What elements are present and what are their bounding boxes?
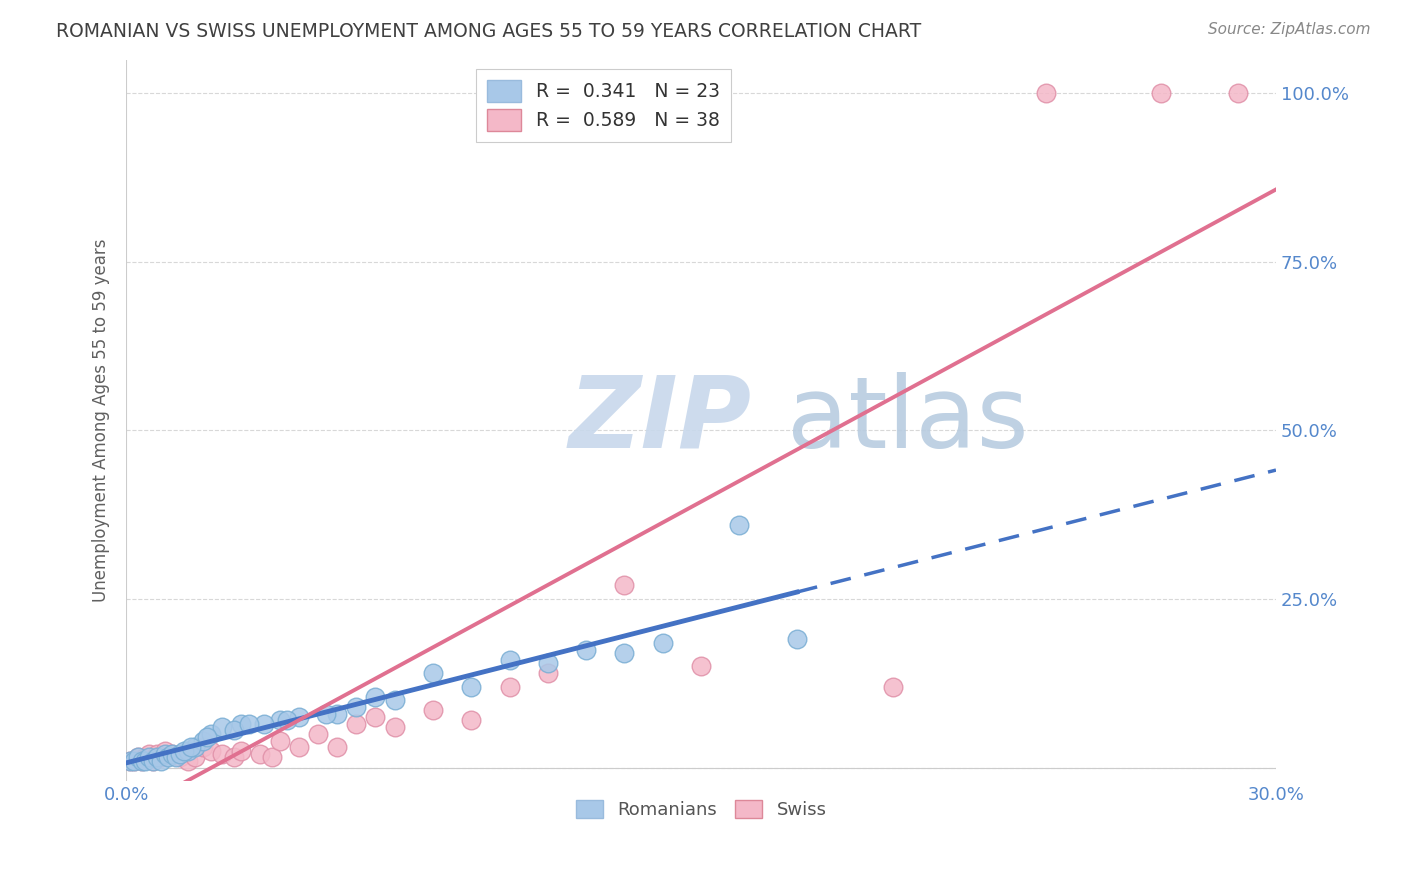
Point: [176, 744, 198, 758]
Point: [162, 747, 184, 761]
Point: [149, 750, 172, 764]
Point: [231, 744, 253, 758]
Point: [149, 754, 172, 768]
Point: [131, 754, 153, 768]
Point: [498, 680, 520, 694]
Point: [211, 747, 233, 761]
Legend: Romanians, Swiss: Romanians, Swiss: [568, 792, 834, 826]
Point: [326, 740, 349, 755]
Point: [184, 750, 207, 764]
Text: ZIP: ZIP: [569, 372, 752, 469]
Point: [537, 656, 560, 670]
Point: [120, 754, 142, 768]
Point: [249, 747, 271, 761]
Point: [127, 750, 149, 764]
Point: [122, 754, 145, 768]
Point: [344, 699, 367, 714]
Point: [169, 750, 191, 764]
Point: [162, 747, 184, 761]
Point: [165, 750, 187, 764]
Point: [131, 754, 153, 768]
Point: [191, 733, 214, 747]
Point: [153, 744, 176, 758]
Point: [176, 754, 198, 768]
Text: ROMANIAN VS SWISS UNEMPLOYMENT AMONG AGES 55 TO 59 YEARS CORRELATION CHART: ROMANIAN VS SWISS UNEMPLOYMENT AMONG AGE…: [56, 22, 921, 41]
Point: [134, 750, 156, 764]
Point: [269, 733, 291, 747]
Point: [786, 632, 808, 647]
Point: [575, 642, 598, 657]
Point: [364, 710, 387, 724]
Point: [142, 754, 165, 768]
Point: [153, 747, 176, 761]
Point: [231, 716, 253, 731]
Point: [269, 714, 291, 728]
Point: [613, 578, 636, 592]
Point: [326, 706, 349, 721]
Point: [200, 727, 222, 741]
Point: [307, 727, 329, 741]
Point: [460, 714, 482, 728]
Point: [1226, 87, 1249, 101]
Text: atlas: atlas: [787, 372, 1029, 469]
Y-axis label: Unemployment Among Ages 55 to 59 years: Unemployment Among Ages 55 to 59 years: [93, 238, 110, 602]
Point: [138, 750, 160, 764]
Point: [1035, 87, 1057, 101]
Point: [146, 750, 169, 764]
Point: [120, 754, 142, 768]
Point: [191, 740, 214, 755]
Text: Source: ZipAtlas.com: Source: ZipAtlas.com: [1208, 22, 1371, 37]
Point: [364, 690, 387, 704]
Point: [276, 714, 298, 728]
Point: [613, 646, 636, 660]
Point: [384, 693, 406, 707]
Point: [127, 750, 149, 764]
Point: [253, 716, 276, 731]
Point: [690, 659, 713, 673]
Point: [134, 754, 156, 768]
Point: [195, 730, 218, 744]
Point: [260, 750, 283, 764]
Point: [882, 680, 904, 694]
Point: [422, 703, 444, 717]
Point: [422, 666, 444, 681]
Point: [173, 744, 195, 758]
Point: [146, 747, 169, 761]
Point: [344, 716, 367, 731]
Point: [728, 517, 751, 532]
Point: [315, 706, 337, 721]
Point: [211, 720, 233, 734]
Point: [138, 747, 160, 761]
Point: [169, 747, 191, 761]
Point: [537, 666, 560, 681]
Point: [1150, 87, 1173, 101]
Point: [460, 680, 482, 694]
Point: [157, 750, 180, 764]
Point: [200, 744, 222, 758]
Point: [142, 754, 165, 768]
Point: [184, 740, 207, 755]
Point: [222, 723, 245, 738]
Point: [287, 710, 309, 724]
Point: [180, 740, 202, 755]
Point: [238, 716, 260, 731]
Point: [498, 653, 520, 667]
Point: [122, 754, 145, 768]
Point: [651, 636, 673, 650]
Point: [287, 740, 309, 755]
Point: [384, 720, 406, 734]
Point: [222, 750, 245, 764]
